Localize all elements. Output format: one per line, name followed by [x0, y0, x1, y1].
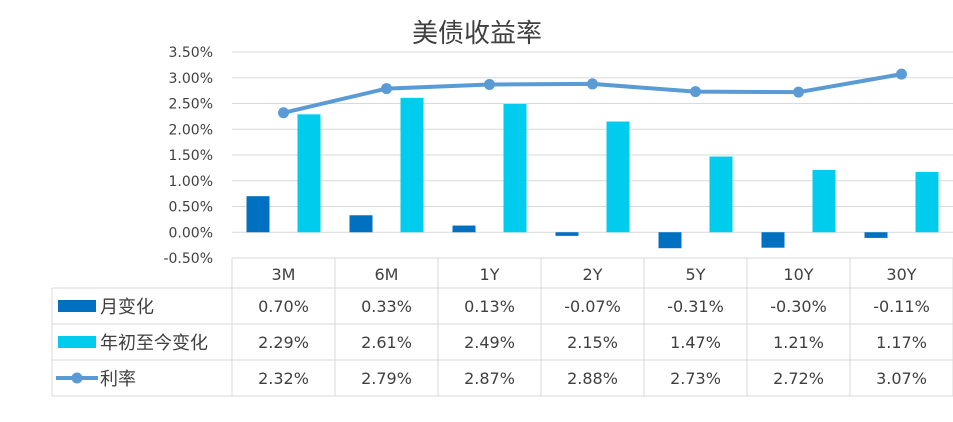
- y-tick-label: 2.00%: [169, 122, 213, 138]
- bar-ytd-change: [503, 104, 527, 233]
- bar-monthly-change: [452, 225, 476, 233]
- category-label: 2Y: [583, 265, 603, 284]
- table-cell-value: 2.87%: [464, 369, 515, 388]
- table-cell-value: 2.88%: [567, 369, 618, 388]
- y-tick-label: 0.50%: [169, 200, 213, 216]
- point-rate: [587, 78, 598, 90]
- bar-ytd-change: [812, 169, 836, 233]
- table-cell-value: -0.11%: [873, 297, 930, 316]
- table-cell-value: 1.47%: [670, 333, 721, 352]
- y-tick-label: 0.00%: [169, 225, 213, 241]
- table-cell-value: 0.13%: [464, 297, 515, 316]
- table-cell-value: 1.17%: [876, 333, 927, 352]
- table-cell-value: 0.33%: [361, 297, 412, 316]
- table-cell-value: 2.49%: [464, 333, 515, 352]
- bar-ytd-change: [915, 171, 939, 233]
- table-cell-value: 2.32%: [258, 369, 309, 388]
- point-rate: [381, 83, 392, 95]
- legend-label: 月变化: [100, 297, 154, 318]
- point-rate: [278, 107, 289, 119]
- category-label: 6M: [375, 265, 399, 284]
- table-cell-value: 2.15%: [567, 333, 618, 352]
- table-cell-value: 2.79%: [361, 369, 412, 388]
- bar-ytd-change: [606, 121, 630, 233]
- bar-monthly-change: [864, 232, 888, 238]
- category-label: 30Y: [886, 265, 916, 284]
- y-tick-label: 3.00%: [169, 71, 213, 87]
- table-cell-value: -0.07%: [564, 297, 621, 316]
- point-rate: [690, 86, 701, 98]
- bar-ytd-change: [400, 97, 424, 233]
- table-cell-value: 0.70%: [258, 297, 309, 316]
- category-label: 1Y: [480, 265, 500, 284]
- point-rate: [484, 78, 495, 90]
- bar-ytd-change: [709, 156, 733, 233]
- bar-monthly-change: [246, 196, 270, 233]
- table-cell-value: 1.21%: [773, 333, 824, 352]
- y-tick-label: 2.50%: [169, 97, 213, 113]
- y-tick-label: -0.50%: [163, 251, 213, 267]
- y-tick-label: 1.00%: [169, 174, 213, 190]
- table-cell-value: 3.07%: [876, 369, 927, 388]
- table-cell-value: -0.31%: [667, 297, 724, 316]
- bar-monthly-change: [761, 232, 785, 248]
- category-label: 5Y: [686, 265, 706, 284]
- legend-key-ytd-change: [58, 336, 96, 348]
- legend-key-rate-marker: [71, 372, 83, 384]
- point-rate: [896, 68, 907, 80]
- bar-ytd-change: [297, 114, 321, 233]
- legend-label: 利率: [100, 369, 136, 390]
- table-cell-value: 2.29%: [258, 333, 309, 352]
- bar-monthly-change: [555, 232, 579, 236]
- bar-monthly-change: [658, 232, 682, 249]
- table-cell-value: 2.72%: [773, 369, 824, 388]
- chart-title: 美债收益率: [412, 19, 542, 49]
- category-label: 10Y: [783, 265, 813, 284]
- table-cell-value: -0.30%: [770, 297, 827, 316]
- table-cell-value: 2.73%: [670, 369, 721, 388]
- point-rate: [793, 86, 804, 98]
- table-cell-value: 2.61%: [361, 333, 412, 352]
- category-label: 3M: [272, 265, 296, 284]
- y-tick-label: 1.50%: [169, 148, 213, 164]
- y-tick-label: 3.50%: [169, 45, 213, 61]
- bar-monthly-change: [349, 215, 373, 233]
- legend-key-monthly-change: [58, 300, 96, 312]
- legend-label: 年初至今变化: [100, 333, 208, 354]
